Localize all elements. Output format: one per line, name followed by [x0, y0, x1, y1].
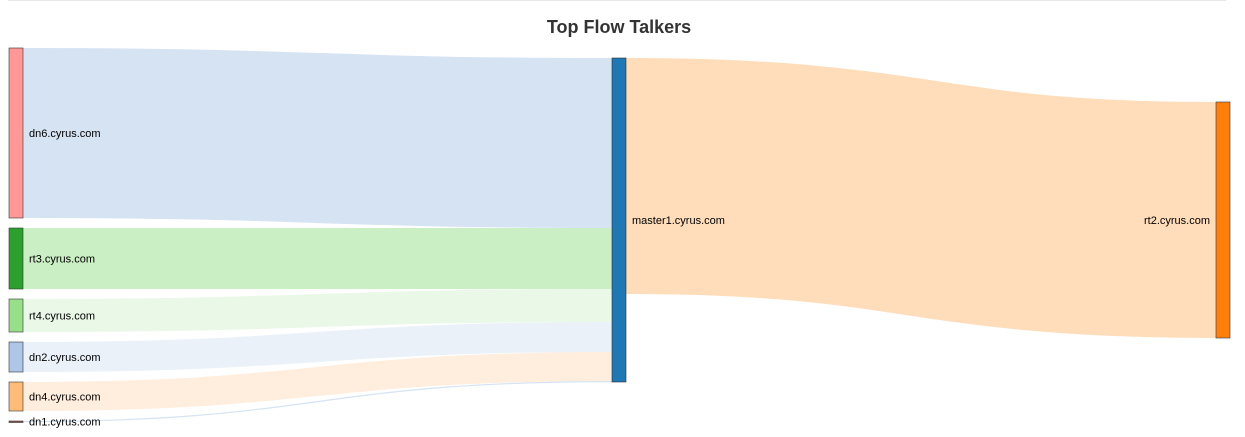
node-label-rt3: rt3.cyrus.com — [29, 253, 95, 265]
node-label-master1: master1.cyrus.com — [632, 215, 725, 227]
link-dn6-master1[interactable] — [22, 48, 613, 228]
node-rt3[interactable] — [8, 227, 24, 290]
node-rt2[interactable] — [1215, 101, 1231, 339]
node-label-rt4: rt4.cyrus.com — [29, 310, 95, 322]
link-dn1-master1[interactable] — [22, 381, 613, 423]
node-dn6[interactable] — [8, 47, 24, 219]
node-dn4[interactable] — [8, 381, 24, 412]
top-divider — [8, 0, 1226, 1]
node-dn1[interactable] — [8, 420, 24, 423]
node-master1[interactable] — [611, 57, 627, 383]
node-label-dn6: dn6.cyrus.com — [29, 128, 101, 140]
link-dn4-master1[interactable] — [22, 352, 613, 411]
node-label-dn1: dn1.cyrus.com — [29, 417, 101, 429]
node-label-rt2: rt2.cyrus.com — [1144, 215, 1210, 227]
link-rt4-master1[interactable] — [22, 289, 613, 332]
node-rt4[interactable] — [8, 298, 24, 333]
node-dn2[interactable] — [8, 341, 24, 373]
node-label-dn2: dn2.cyrus.com — [29, 352, 101, 364]
chart-title: Top Flow Talkers — [546, 17, 692, 37]
node-label-dn4: dn4.cyrus.com — [29, 391, 101, 403]
link-master1-rt2[interactable] — [625, 58, 1217, 338]
link-dn2-master1[interactable] — [22, 322, 613, 372]
